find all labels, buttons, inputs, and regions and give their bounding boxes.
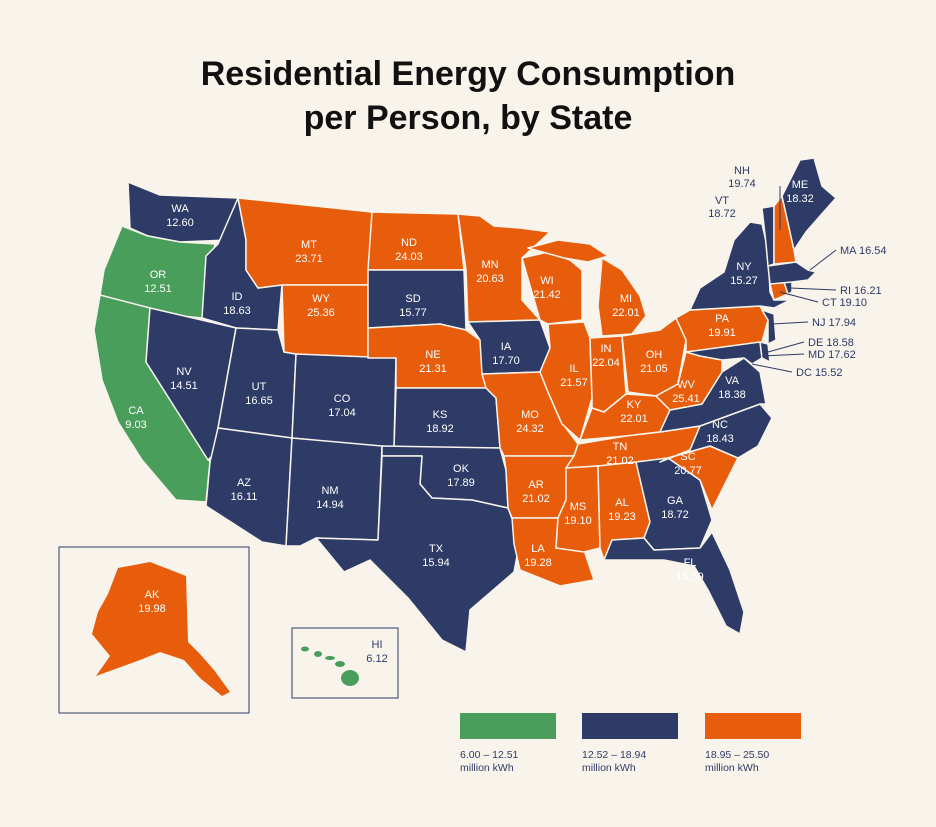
state-label-mi: MI 22.01	[612, 293, 640, 319]
legend-high-range: 18.95 – 25.50	[705, 749, 770, 761]
state-label-ga: GA 18.72	[661, 495, 689, 521]
state-ma	[767, 261, 817, 285]
hawaii-inset-frame	[291, 627, 399, 699]
state-wa	[127, 181, 239, 243]
state-label-ms: MS 19.10	[564, 501, 592, 527]
state-label-nc: NC 18.43	[706, 419, 734, 445]
legend-swatch-mid	[582, 713, 678, 739]
state-label-ks: KS 18.92	[426, 409, 454, 435]
state-nj	[761, 309, 777, 345]
state-oh	[621, 317, 687, 397]
legend-low-unit: million kWh	[460, 762, 514, 774]
state-label-co: CO 17.04	[328, 393, 356, 419]
state-label-oh: OH 21.05	[640, 349, 668, 375]
state-labels: WA 12.60 OR 12.51 CA 9.03 ID 18.63 NV 14.51 MT 23.7…	[125, 179, 813, 665]
legend-high: 18.95 – 25.50 million kWh	[705, 713, 801, 775]
legend-swatch-low	[460, 713, 556, 739]
state-label-la: LA 19.28	[524, 543, 552, 569]
state-label-ky: KY 22.01	[620, 399, 648, 425]
state-me	[781, 157, 837, 251]
state-label-tn: TN 21.02	[606, 441, 634, 467]
state-label-sd: SD 15.77	[399, 293, 427, 319]
callout-label-vt: VT 18.72	[708, 195, 736, 220]
state-label-wa: WA 12.60	[166, 203, 194, 229]
alaska-inset-frame	[58, 546, 250, 714]
state-label-az: AZ 16.11	[231, 477, 258, 503]
state-mi-upper	[527, 239, 609, 263]
legend-mid: 12.52 – 18.94 million kWh	[582, 713, 678, 775]
state-label-me: ME 18.32	[786, 179, 814, 205]
callout-label-ma: MA 16.54	[840, 245, 886, 257]
state-label-wy: WY 25.36	[307, 293, 335, 319]
state-label-ny: NY 15.27	[730, 261, 758, 287]
state-label-mn: MN 20.63	[476, 259, 504, 285]
state-ak	[92, 562, 230, 696]
callout-label-ri: RI 16.21	[840, 285, 882, 297]
state-de	[759, 341, 771, 363]
callout-label-de: DE 18.58	[808, 337, 854, 349]
state-nc	[659, 403, 773, 463]
state-tx	[315, 455, 521, 653]
state-label-tx: TX 15.94	[422, 543, 450, 569]
callout-label-nj: NJ 17.94	[812, 317, 856, 329]
state-label-in: IN 22.04	[592, 343, 620, 369]
legend-mid-range: 12.52 – 18.94	[582, 749, 647, 761]
state-label-ia: IA 17.70	[492, 341, 520, 367]
state-label-ut: UT 16.65	[245, 381, 273, 407]
callout-label-dc: DC 15.52	[796, 367, 842, 379]
state-label-ca: CA 9.03	[125, 405, 146, 431]
state-label-pa: PA 19.91	[708, 313, 736, 339]
callout-leaders	[751, 186, 837, 373]
state-label-mo: MO 24.32	[516, 409, 544, 435]
state-hi	[301, 646, 359, 686]
state-label-id: ID 18.63	[223, 291, 251, 317]
state-label-il: IL 21.57	[560, 363, 588, 389]
state-label-al: AL 19.23	[608, 497, 636, 523]
state-label-fl: FL 15.59	[676, 557, 704, 583]
state-il	[539, 321, 593, 441]
state-mi	[597, 257, 647, 337]
title-line-2: per Person, by State	[303, 99, 633, 137]
map-title: Residential Energy Consumption per Perso…	[0, 52, 936, 140]
legend-mid-unit: million kWh	[582, 762, 636, 774]
legend-low-range: 6.00 – 12.51	[460, 749, 519, 761]
state-label-ne: NE 21.31	[419, 349, 447, 375]
state-label-ar: AR 21.02	[522, 479, 550, 505]
state-label-nv: NV 14.51	[170, 366, 198, 392]
state-label-sc: SC 20.77	[674, 451, 702, 477]
state-label-nd: ND 24.03	[395, 237, 423, 263]
state-fl	[603, 531, 745, 635]
state-label-or: OR 12.51	[144, 269, 172, 295]
callout-label-nh: NH 19.74	[728, 165, 756, 190]
state-label-ak: AK 19.98	[138, 589, 166, 615]
callout-label-ct: CT 19.10	[822, 297, 867, 309]
state-label-va: VA 18.38	[718, 375, 746, 401]
state-label-nm: NM 14.94	[316, 485, 344, 511]
legend-high-unit: million kWh	[705, 762, 759, 774]
state-label-wi: WI 21.42	[533, 275, 561, 301]
state-label-ok: OK 17.89	[447, 463, 475, 489]
callout-label-md: MD 17.62	[808, 349, 856, 361]
state-label-mt: MT 23.71	[295, 239, 323, 265]
legend-low: 6.00 – 12.51 million kWh	[460, 713, 556, 775]
title-line-1: Residential Energy Consumption	[200, 55, 736, 93]
state-label-hi: HI 6.12	[366, 639, 387, 665]
state-label-wv: WV 25.41	[672, 379, 700, 405]
legend-swatch-high	[705, 713, 801, 739]
